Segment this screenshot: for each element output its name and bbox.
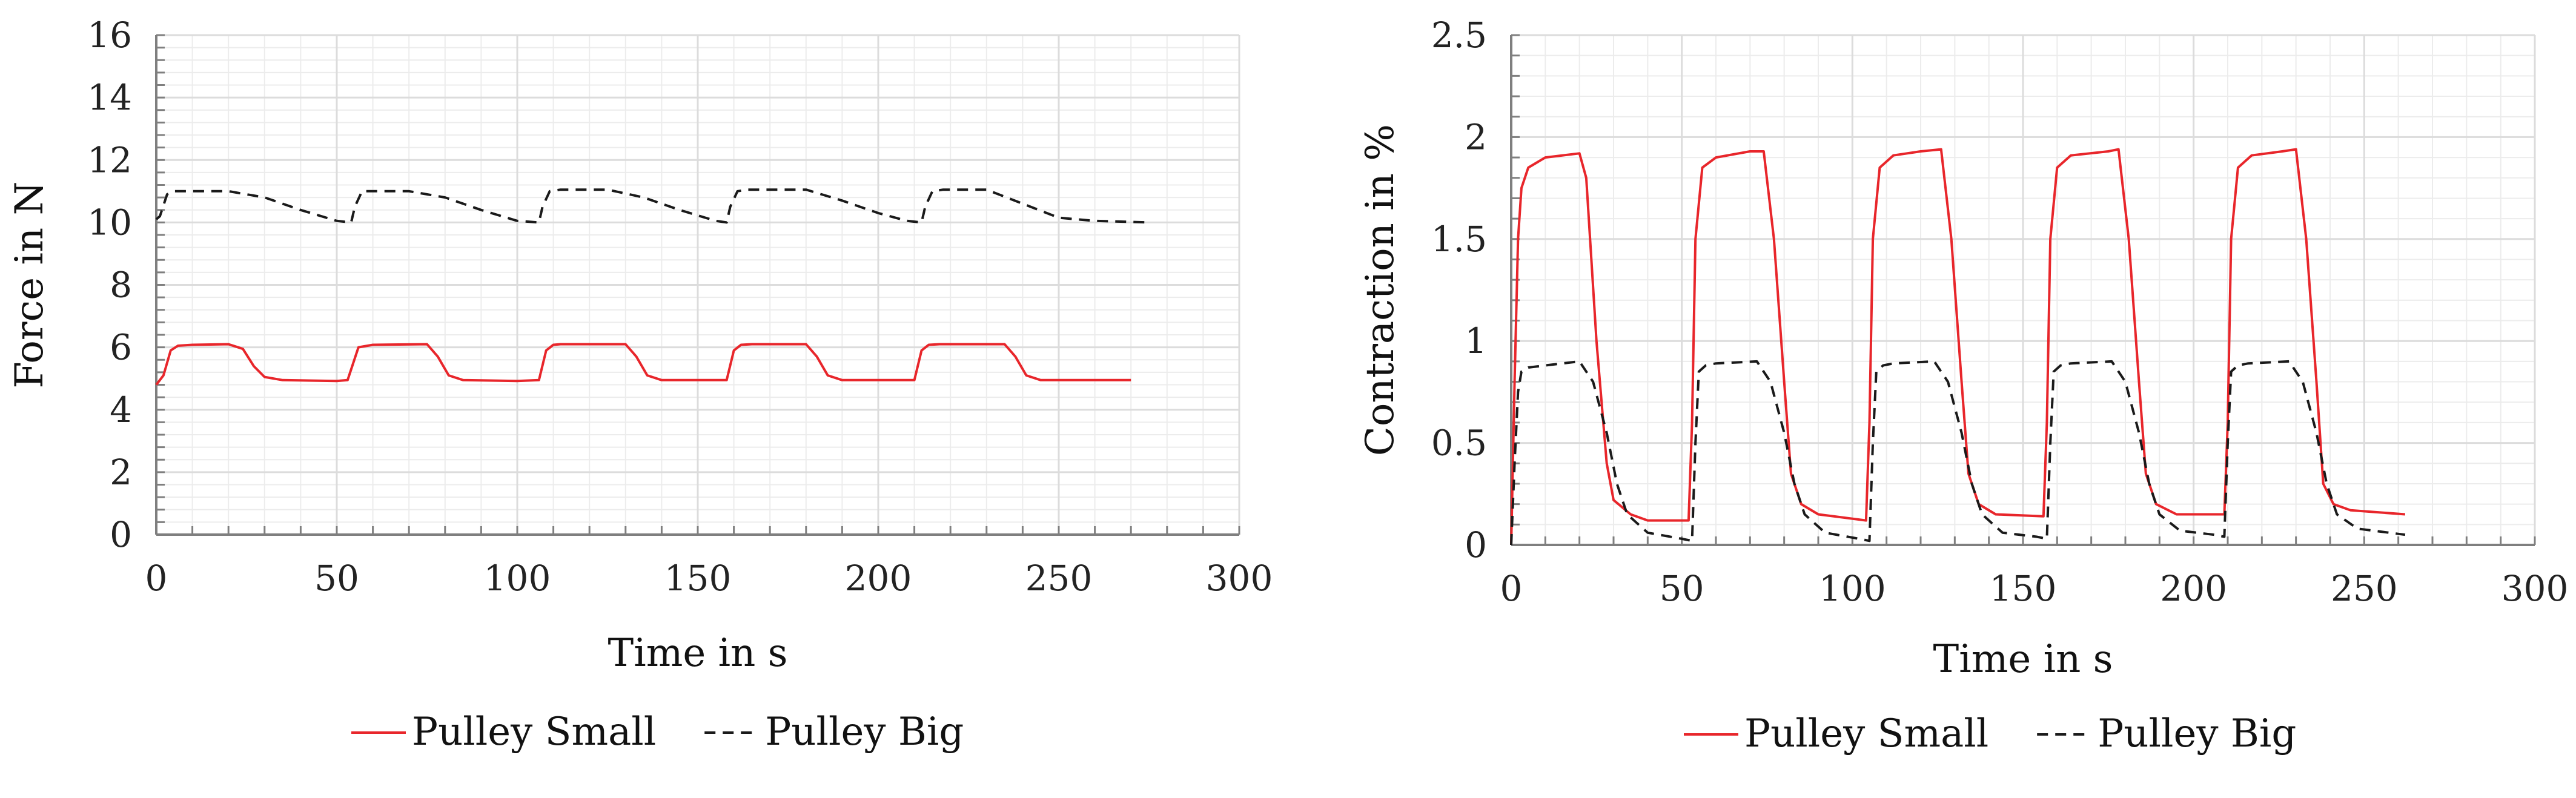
series-line-pulley-small — [1510, 148, 2406, 546]
x-tick-label: 250 — [1025, 558, 1093, 599]
x-tick-label: 0 — [145, 558, 168, 599]
y-tick-label: 16 — [87, 15, 132, 56]
x-tick-label: 200 — [2160, 568, 2227, 609]
y-tick-label: 12 — [87, 139, 132, 180]
y-tick-label: 2.5 — [1431, 15, 1487, 56]
x-tick-label: 0 — [1500, 568, 1523, 609]
y-tick-label: 1.5 — [1431, 219, 1487, 260]
series-line-pulley-big — [1510, 360, 2406, 546]
x-tick-label: 100 — [1819, 568, 1886, 609]
force-chart-grid — [155, 34, 1240, 536]
y-tick-label: 8 — [110, 265, 132, 306]
force-chart-ticks: 0 50 100 150 200 250 300 0 2 4 6 8 10 12 14 16 — [87, 15, 1273, 599]
legend-label-pulley-small: Pulley Small — [412, 710, 656, 754]
x-tick-label: 300 — [1206, 558, 1273, 599]
x-tick-label: 150 — [1990, 568, 2057, 609]
legend-label-pulley-big: Pulley Big — [765, 710, 964, 754]
x-tick-label: 50 — [314, 558, 359, 599]
legend-label-pulley-big: Pulley Big — [2098, 711, 2296, 756]
contraction-chart-grid — [1510, 34, 2536, 546]
legend-label-pulley-small: Pulley Small — [1744, 711, 1988, 756]
series-line-pulley-small — [155, 343, 1131, 386]
x-tick-label: 100 — [484, 558, 551, 599]
y-tick-label: 0 — [1465, 524, 1487, 566]
x-tick-label: 150 — [664, 558, 732, 599]
y-tick-label: 6 — [110, 327, 132, 368]
y-tick-label: 4 — [110, 389, 132, 430]
force-chart-legend: Pulley Small Pulley Big — [351, 710, 964, 754]
x-tick-label: 300 — [2502, 568, 2569, 609]
contraction-chart-ticks: 0 50 100 150 200 250 300 0 0.5 1 1.5 2 2.5 — [1431, 15, 2569, 609]
force-chart-series — [155, 188, 1150, 386]
contraction-chart-axes — [1510, 34, 2536, 546]
y-tick-label: 14 — [87, 77, 132, 118]
contraction-chart-series — [1510, 148, 2406, 546]
series-line-pulley-big — [155, 188, 1150, 224]
y-tick-label: 0.5 — [1431, 423, 1487, 464]
y-tick-label: 1 — [1465, 320, 1487, 361]
contraction-x-axis-title: Time in s — [1933, 637, 2113, 682]
y-tick-label: 2 — [1465, 116, 1487, 157]
contraction-y-axis-title: Contraction in % — [1358, 124, 1403, 456]
y-tick-label: 10 — [87, 202, 132, 243]
force-chart-axes — [155, 34, 1240, 536]
y-tick-label: 0 — [110, 514, 132, 555]
contraction-chart-legend: Pulley Small Pulley Big — [1684, 711, 2296, 756]
y-tick-label: 2 — [110, 452, 132, 493]
x-tick-label: 50 — [1660, 568, 1704, 609]
force-y-axis-title: Force in N — [7, 181, 52, 388]
contraction-chart: 0 50 100 150 200 250 300 0 0.5 1 1.5 2 2.5 Time in s… — [1358, 15, 2568, 756]
x-tick-label: 200 — [845, 558, 912, 599]
force-x-axis-title: Time in s — [608, 631, 788, 676]
force-chart: 0 50 100 150 200 250 300 0 2 4 6 8 10 12 14 16 Time in … — [7, 15, 1273, 754]
x-tick-label: 250 — [2331, 568, 2398, 609]
